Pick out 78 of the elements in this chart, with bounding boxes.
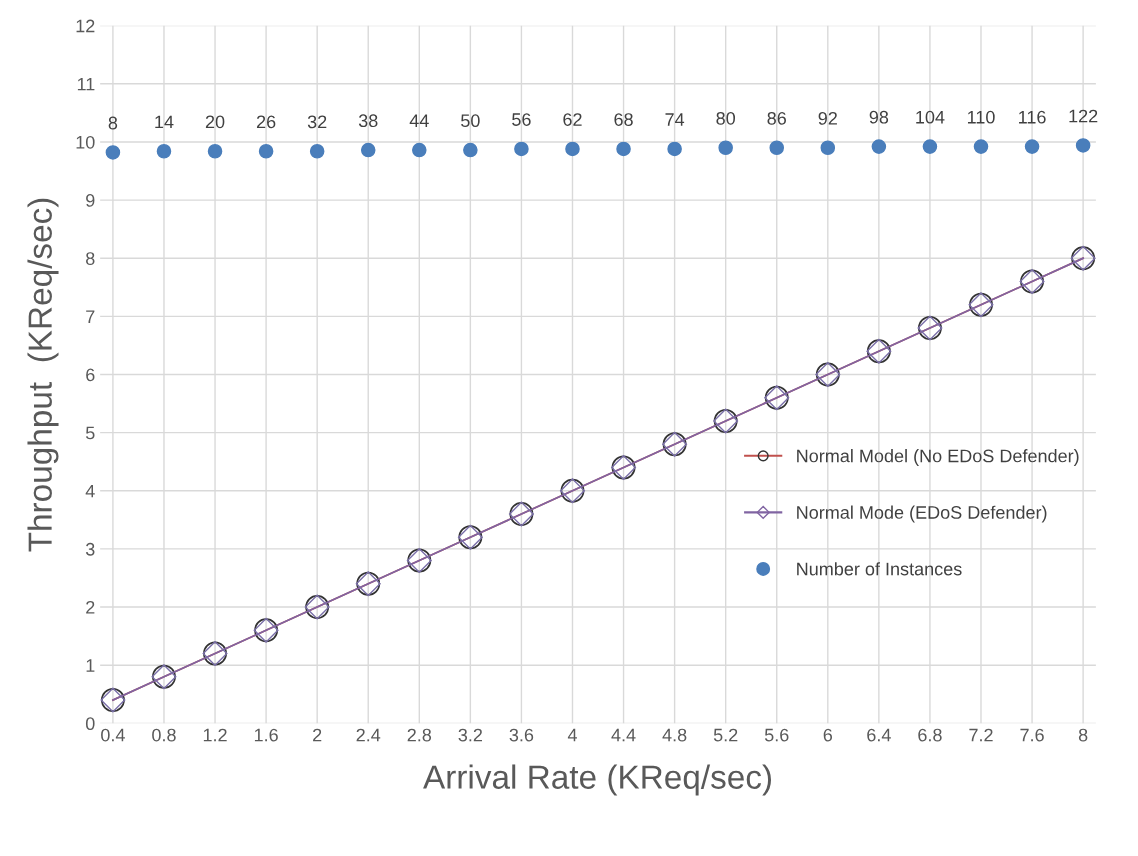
point: [360, 142, 376, 158]
y-tick-label: 9: [86, 194, 95, 207]
point: [1024, 139, 1040, 154]
annotation: 32: [307, 115, 327, 129]
x-tick-label: 7.2: [969, 728, 993, 742]
x-tick-label: 4.4: [611, 728, 636, 742]
x-tick-label: 1.2: [203, 728, 227, 742]
y-tick-label: 1: [86, 659, 95, 672]
point: [667, 141, 682, 157]
point: [1075, 138, 1091, 153]
x-tick-label: 0.8: [152, 728, 176, 742]
point: [258, 143, 274, 159]
point: [973, 139, 989, 154]
y-tick-label: 0: [85, 717, 95, 731]
x-tick-label: 1.6: [254, 728, 278, 742]
point: [616, 141, 631, 157]
point: [309, 143, 325, 159]
x-tick-label: 5.2: [713, 728, 738, 742]
y-tick-label: 8: [86, 252, 95, 265]
y-tick-label: 11: [77, 77, 95, 91]
annotation: 110: [967, 110, 995, 124]
annotation: 116: [1019, 110, 1046, 124]
y-tick-label: 5: [85, 426, 95, 440]
point: [105, 145, 121, 160]
point: [871, 139, 887, 154]
point: [412, 142, 427, 158]
x-tick-label: 2: [313, 728, 322, 742]
y-tick-label: 7: [86, 310, 95, 323]
y-tick-label: 6: [86, 368, 95, 382]
x-tick-label: 2.8: [407, 728, 432, 742]
x-tick-label: 4: [567, 728, 577, 742]
point: [207, 143, 223, 159]
point: [463, 142, 478, 158]
annotation: 8: [108, 116, 118, 130]
y-tick-label: 4: [85, 484, 95, 498]
annotation: 86: [767, 111, 786, 125]
annotation: 20: [205, 115, 225, 129]
point: [156, 143, 172, 159]
annotation: 14: [155, 115, 174, 129]
legend-label: Normal Model (No EDoS Defender): [797, 449, 1079, 466]
annotation: 26: [256, 115, 276, 129]
x-tick-label: 7.6: [1020, 728, 1044, 742]
x-tick-label: 4.8: [662, 728, 687, 742]
annotation: 56: [512, 113, 531, 126]
annotation: 38: [358, 114, 378, 128]
legend-label: Normal Mode (EDoS Defender): [797, 505, 1047, 523]
annotation: 80: [716, 111, 736, 125]
x-tick-label: 8: [1078, 728, 1088, 742]
point: [922, 139, 938, 154]
x-tick-label: 6: [823, 728, 833, 742]
x-tick-label: 2.4: [356, 728, 381, 742]
annotation: 98: [869, 110, 889, 124]
annotation: 122: [1069, 109, 1098, 123]
y-tick-label: 2: [86, 600, 95, 614]
point: [565, 141, 580, 157]
annotation: 104: [916, 110, 945, 124]
annotation: 68: [614, 113, 633, 126]
legend-label: Number of Instances: [797, 562, 962, 576]
annotation: 62: [563, 113, 582, 126]
x-tick-label: 5.6: [764, 728, 789, 742]
x-tick-label: 3.6: [509, 728, 534, 742]
annotation: 50: [461, 114, 480, 128]
point: [514, 141, 529, 157]
y-tick-label: 3: [85, 542, 95, 556]
x-tick-label: 3.2: [458, 728, 482, 742]
point: [769, 140, 785, 156]
y-tick-label: 12: [76, 19, 95, 33]
annotation: 74: [665, 113, 685, 126]
x-tick-label: 6.4: [867, 728, 891, 742]
x-tick-label: 0.4: [101, 728, 125, 742]
point: [718, 140, 733, 156]
annotation: 44: [409, 114, 429, 127]
point: [820, 140, 836, 156]
x-axis-title: Arrival Rate (KReq/sec): [423, 764, 772, 796]
y-tick-label: 10: [76, 135, 95, 149]
y-axis-title: Throughput (KReq/sec): [27, 198, 59, 552]
annotation: 92: [818, 111, 837, 125]
x-tick-label: 6.8: [918, 728, 942, 742]
